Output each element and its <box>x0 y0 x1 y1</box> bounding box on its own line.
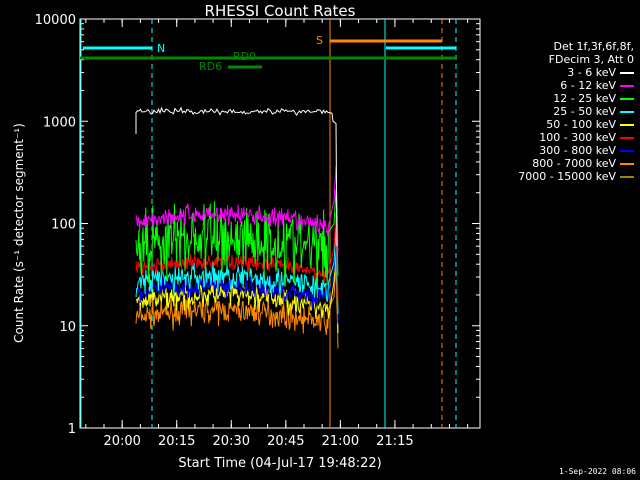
legend-header-line-1: Det 1f,3f,6f,8f, <box>553 40 634 53</box>
legend-row: 50 - 100 keV <box>484 118 634 131</box>
x-tick-label: 20:45 <box>267 434 304 449</box>
x-tick-label: 20:30 <box>213 434 250 449</box>
y-tick-label: 100 <box>51 218 76 233</box>
legend-row: 300 - 800 keV <box>484 144 634 157</box>
legend-swatch <box>620 162 634 165</box>
legend-label: 100 - 300 keV <box>539 131 616 144</box>
legend-label: 300 - 800 keV <box>539 144 616 157</box>
x-tick-label: 20:00 <box>103 434 140 449</box>
legend-label: 50 - 100 keV <box>546 118 616 131</box>
legend-header-line-2: FDecim 3, Att 0 <box>548 53 634 66</box>
legend-label: 3 - 6 keV <box>567 66 616 79</box>
chart-title: RHESSI Count Rates <box>205 2 356 20</box>
legend-swatch <box>620 149 634 152</box>
legend-label: 6 - 12 keV <box>560 79 616 92</box>
legend-swatch <box>620 97 634 100</box>
legend: Det 1f,3f,6f,8f, FDecim 3, Att 0 3 - 6 k… <box>484 40 634 183</box>
series-line-12-25-kev <box>135 189 339 298</box>
night-label: N <box>157 42 165 55</box>
legend-swatch <box>620 136 634 139</box>
y-tick-label: 1 <box>68 422 76 437</box>
series-line-300-800-kev <box>135 237 339 324</box>
x-axis-label: Start Time (04-Jul-17 19:48:22) <box>178 456 381 471</box>
legend-swatch <box>620 110 634 113</box>
series-line-25-50-kev <box>135 227 339 315</box>
legend-label: 12 - 25 keV <box>553 92 616 105</box>
series-line-3-6-kev <box>135 106 338 247</box>
series-line-6-12-kev <box>135 165 339 253</box>
y-axis-label: Count Rate (s⁻¹ detector segment⁻¹) <box>12 123 26 343</box>
legend-row: 800 - 7000 keV <box>484 157 634 170</box>
legend-row: 7000 - 15000 keV <box>484 170 634 183</box>
legend-row: 6 - 12 keV <box>484 79 634 92</box>
x-tick-label: 20:15 <box>158 434 195 449</box>
y-tick-label: 1000 <box>43 115 76 130</box>
legend-label: 800 - 7000 keV <box>532 157 616 170</box>
legend-swatch <box>620 175 634 178</box>
x-tick-label: 21:00 <box>322 434 359 449</box>
y-tick-label: 10 <box>59 320 76 335</box>
series-line-50-100-kev <box>135 246 339 334</box>
saa-label: S <box>316 34 323 47</box>
legend-swatch <box>620 84 634 87</box>
x-tick-label: 21:15 <box>376 434 413 449</box>
legend-row: 12 - 25 keV <box>484 92 634 105</box>
y-tick-label: 10000 <box>35 13 76 28</box>
rd0-label: RD0 <box>233 50 256 63</box>
legend-row: 3 - 6 keV <box>484 66 634 79</box>
legend-row: 100 - 300 keV <box>484 131 634 144</box>
legend-label: 7000 - 15000 keV <box>518 170 616 183</box>
footer-date: 1-Sep-2022 08:06 <box>558 467 636 476</box>
series-line-100-300-kev <box>135 213 339 300</box>
legend-label: 25 - 50 keV <box>553 105 616 118</box>
legend-swatch <box>620 71 634 74</box>
legend-swatch <box>620 123 634 126</box>
rd6-label: RD6 <box>199 60 222 73</box>
series-line-800-7000-kev <box>135 261 339 349</box>
legend-row: 25 - 50 keV <box>484 105 634 118</box>
